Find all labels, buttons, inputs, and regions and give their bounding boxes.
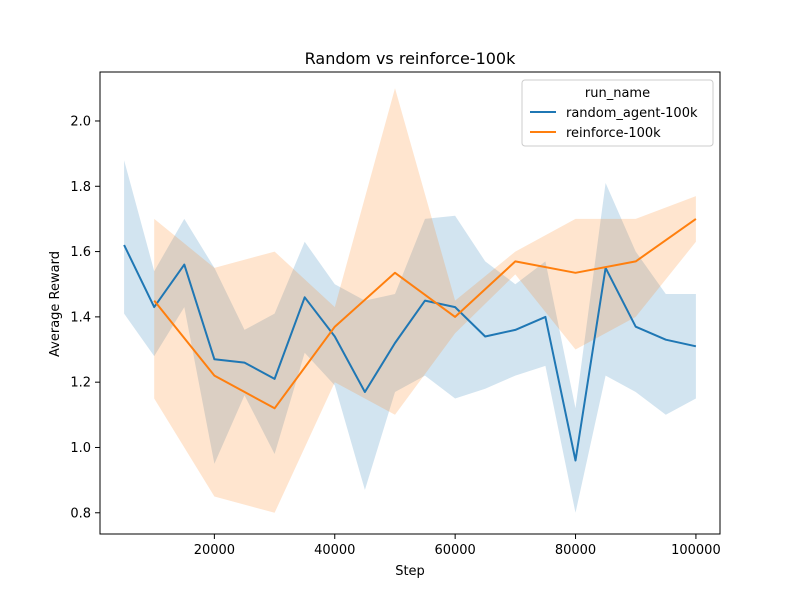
chart-title: Random vs reinforce-100k [305, 49, 516, 68]
data-point-reinforce-100k-40000 [333, 325, 336, 328]
plot-frame [99, 71, 721, 535]
legend-title: run_name [585, 86, 650, 101]
x-tick-label: 20000 [194, 543, 235, 558]
x-tick-label: 80000 [555, 543, 596, 558]
x-tick-label: 60000 [434, 543, 475, 558]
data-point-random_agent-100k-65000 [484, 335, 487, 338]
data-point-random_agent-100k-60000 [454, 306, 457, 309]
data-point-reinforce-100k-20000 [213, 374, 216, 377]
data-point-random_agent-100k-15000 [183, 263, 186, 266]
data-point-reinforce-100k-30000 [273, 407, 276, 410]
y-tick-label: 1.0 [70, 441, 91, 456]
legend: run_name random_agent-100k reinforce-100… [521, 79, 714, 147]
x-ticks: 20000 40000 60000 80000 100000 [194, 534, 721, 558]
data-point-random_agent-100k-90000 [634, 325, 637, 328]
legend-box [521, 79, 714, 147]
data-point-random_agent-100k-35000 [303, 296, 306, 299]
legend-label-reinforce-100k: reinforce-100k [566, 126, 661, 141]
data-point-random_agent-100k-70000 [514, 328, 517, 331]
x-axis-label: Step [395, 564, 425, 579]
y-tick-label: 1.6 [70, 245, 91, 260]
data-point-random_agent-100k-10000 [153, 306, 156, 309]
confidence-band-random_agent-100k [124, 160, 696, 513]
data-point-reinforce-100k-60000 [454, 315, 457, 318]
data-point-random_agent-100k-25000 [243, 361, 246, 364]
data-point-reinforce-100k-80000 [574, 271, 577, 274]
y-ticks: 0.8 1.0 1.2 1.4 1.6 1.8 2.0 [70, 114, 100, 521]
data-point-reinforce-100k-100000 [694, 217, 697, 220]
data-point-random_agent-100k-45000 [363, 391, 366, 394]
x-tick-label: 100000 [671, 543, 721, 558]
x-tick-label: 40000 [314, 543, 355, 558]
data-point-random_agent-100k-40000 [333, 335, 336, 338]
data-point-random_agent-100k-80000 [574, 459, 577, 462]
data-point-random_agent-100k-5000 [123, 244, 126, 247]
y-axis-label: Average Reward [48, 251, 63, 357]
legend-label-random_agent-100k: random_agent-100k [566, 106, 698, 121]
data-point-random_agent-100k-55000 [424, 299, 427, 302]
data-point-random_agent-100k-50000 [394, 342, 397, 345]
data-point-random_agent-100k-75000 [544, 315, 547, 318]
y-tick-label: 1.4 [70, 310, 91, 325]
data-point-reinforce-100k-90000 [634, 260, 637, 263]
data-point-random_agent-100k-20000 [213, 358, 216, 361]
series-line-random_agent-100k [123, 244, 697, 462]
data-point-reinforce-100k-70000 [514, 260, 517, 263]
y-tick-label: 0.8 [70, 506, 91, 521]
series-lines [123, 217, 697, 462]
data-point-random_agent-100k-30000 [273, 377, 276, 380]
data-point-reinforce-100k-10000 [153, 299, 156, 302]
data-point-random_agent-100k-95000 [664, 338, 667, 341]
y-tick-label: 1.8 [70, 180, 91, 195]
data-point-reinforce-100k-50000 [394, 271, 397, 274]
y-tick-label: 1.2 [70, 376, 91, 391]
y-tick-label: 2.0 [70, 114, 91, 129]
series-line-reinforce-100k [153, 218, 697, 410]
data-point-random_agent-100k-100000 [694, 345, 697, 348]
